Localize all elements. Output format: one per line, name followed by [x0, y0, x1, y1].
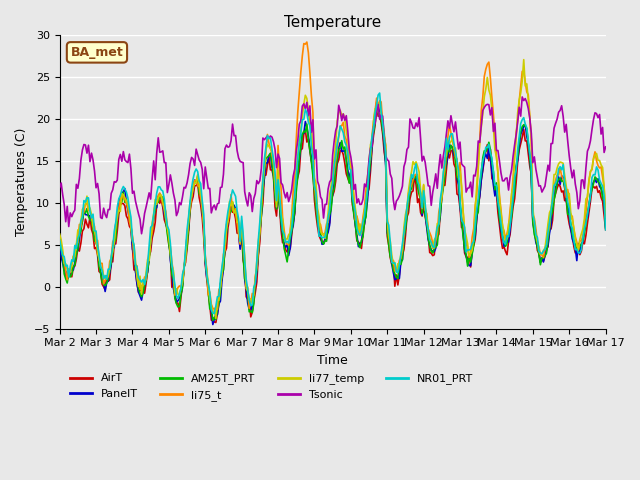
Tsonic: [56, 185, 63, 191]
li75_t: [388, 259, 396, 265]
NR01_PRT: [211, 311, 218, 317]
Tsonic: [602, 144, 609, 150]
Tsonic: [71, 207, 79, 213]
li75_t: [71, 251, 79, 256]
AirT: [602, 227, 609, 232]
Legend: AirT, PanelT, AM25T_PRT, li75_t, li77_temp, Tsonic, NR01_PRT: AirT, PanelT, AM25T_PRT, li75_t, li77_te…: [65, 369, 478, 405]
Tsonic: [159, 148, 166, 154]
li77_temp: [212, 315, 220, 321]
AM25T_PRT: [157, 195, 165, 201]
li77_temp: [538, 251, 546, 257]
li77_temp: [520, 57, 527, 62]
AM25T_PRT: [400, 236, 408, 241]
NR01_PRT: [56, 237, 63, 243]
AM25T_PRT: [602, 225, 609, 231]
li77_temp: [71, 254, 79, 260]
AirT: [157, 197, 165, 203]
NR01_PRT: [376, 90, 383, 96]
Line: NR01_PRT: NR01_PRT: [60, 93, 605, 314]
li77_temp: [56, 231, 63, 237]
Line: AirT: AirT: [60, 102, 605, 323]
AirT: [212, 320, 220, 325]
AM25T_PRT: [388, 259, 396, 264]
Line: Tsonic: Tsonic: [60, 97, 605, 234]
PanelT: [374, 103, 382, 109]
AirT: [538, 257, 546, 263]
AM25T_PRT: [71, 262, 79, 268]
PanelT: [71, 260, 79, 265]
li75_t: [538, 252, 546, 258]
AirT: [372, 99, 380, 105]
li75_t: [157, 194, 165, 200]
Line: PanelT: PanelT: [60, 106, 605, 324]
Tsonic: [368, 144, 376, 149]
PanelT: [602, 224, 609, 230]
li75_t: [56, 233, 63, 239]
PanelT: [538, 255, 546, 261]
AirT: [400, 247, 408, 252]
NR01_PRT: [400, 229, 408, 235]
Line: li75_t: li75_t: [60, 42, 605, 310]
li75_t: [303, 39, 310, 45]
NR01_PRT: [368, 133, 376, 139]
PanelT: [209, 322, 217, 327]
li77_temp: [157, 192, 165, 198]
Text: BA_met: BA_met: [70, 46, 124, 59]
NR01_PRT: [538, 251, 546, 256]
AM25T_PRT: [368, 140, 376, 146]
NR01_PRT: [388, 259, 396, 265]
NR01_PRT: [157, 187, 165, 193]
AirT: [71, 263, 79, 269]
Title: Temperature: Temperature: [284, 15, 381, 30]
AirT: [56, 244, 63, 250]
PanelT: [400, 237, 408, 243]
AM25T_PRT: [209, 318, 217, 324]
AM25T_PRT: [372, 105, 380, 110]
li75_t: [602, 215, 609, 220]
PanelT: [157, 196, 165, 202]
li77_temp: [368, 137, 376, 143]
PanelT: [388, 261, 396, 267]
X-axis label: Time: Time: [317, 354, 348, 367]
Tsonic: [138, 231, 145, 237]
NR01_PRT: [602, 227, 609, 233]
li77_temp: [399, 246, 406, 252]
AirT: [388, 262, 396, 267]
Tsonic: [518, 94, 526, 100]
PanelT: [368, 143, 376, 149]
AirT: [368, 145, 376, 151]
Tsonic: [399, 183, 406, 189]
AM25T_PRT: [56, 244, 63, 250]
PanelT: [56, 241, 63, 247]
Tsonic: [538, 189, 546, 195]
Line: AM25T_PRT: AM25T_PRT: [60, 108, 605, 321]
Tsonic: [387, 171, 394, 177]
AM25T_PRT: [538, 254, 546, 260]
li75_t: [370, 119, 378, 124]
Y-axis label: Temperatures (C): Temperatures (C): [15, 128, 28, 236]
li77_temp: [387, 239, 394, 244]
NR01_PRT: [71, 242, 79, 248]
li75_t: [214, 307, 221, 312]
li77_temp: [602, 210, 609, 216]
Line: li77_temp: li77_temp: [60, 60, 605, 318]
li75_t: [400, 233, 408, 239]
